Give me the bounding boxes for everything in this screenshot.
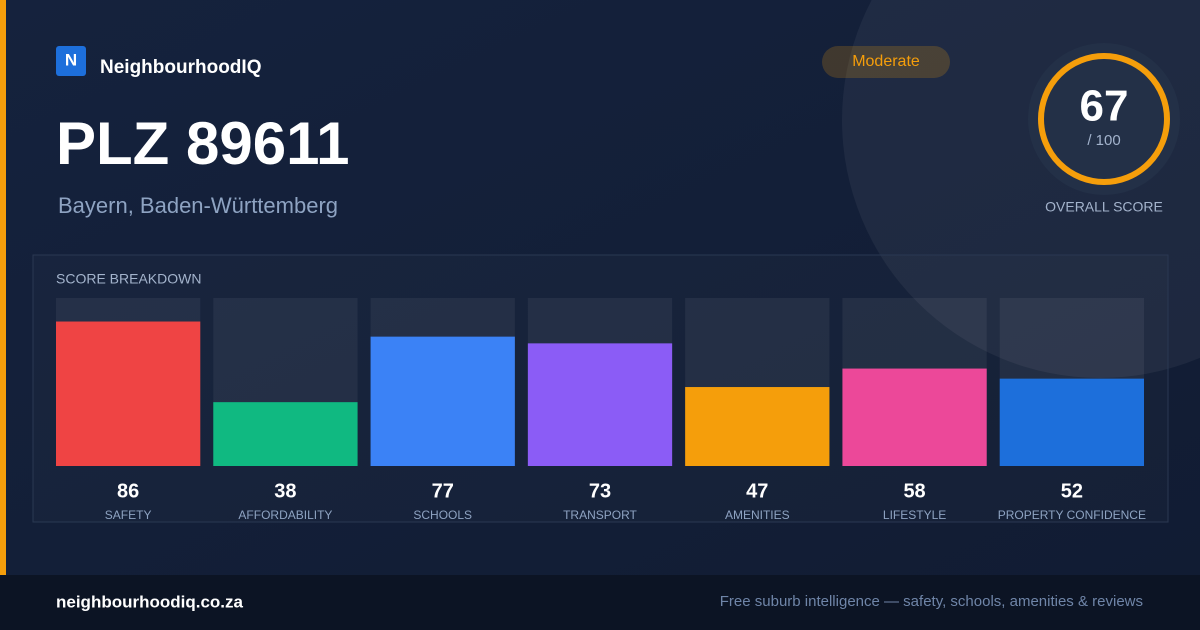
title: PLZ 89611 <box>56 110 350 177</box>
logo <box>56 46 86 76</box>
category-label: LIFESTYLE <box>883 508 946 522</box>
badge <box>822 46 950 78</box>
value-label: 47 <box>746 480 768 502</box>
category-label: TRANSPORT <box>563 508 637 522</box>
background <box>0 0 1200 575</box>
value-label: 77 <box>432 480 454 502</box>
bar <box>370 336 515 466</box>
bar <box>213 402 358 466</box>
chart-title: SCORE BREAKDOWN <box>56 271 201 287</box>
category-label: AMENITIES <box>725 508 790 522</box>
value-label: 73 <box>589 480 611 502</box>
bar <box>56 321 201 466</box>
footer-tagline: Free suburb intelligence — safety, schoo… <box>720 593 1143 610</box>
badge-text: Moderate <box>852 53 920 70</box>
score-ring <box>1038 53 1170 185</box>
bar <box>527 343 673 466</box>
bar <box>999 378 1144 466</box>
overall-label: OVERALL SCORE <box>1045 199 1163 215</box>
bar <box>842 368 987 466</box>
overall-score: 67 <box>1080 82 1129 131</box>
category-label: PROPERTY CONFIDENCE <box>998 508 1146 522</box>
value-label: 58 <box>903 480 925 502</box>
value-label: 86 <box>117 480 139 502</box>
value-label: 38 <box>274 480 296 502</box>
logo-letter: N <box>65 50 77 69</box>
subtitle: Bayern, Baden-Württemberg <box>58 193 338 218</box>
footer-url: neighbourhoodiq.co.za <box>56 592 244 611</box>
category-label: SCHOOLS <box>413 508 472 522</box>
category-label: SAFETY <box>105 508 152 522</box>
brand-name: NeighbourhoodIQ <box>100 57 261 78</box>
breakdown-panel <box>32 254 1169 523</box>
value-label: 52 <box>1061 480 1083 502</box>
score-ring-bg <box>1028 43 1180 195</box>
accent-stripe <box>0 0 6 575</box>
bar <box>685 387 830 466</box>
category-label: AFFORDABILITY <box>238 508 332 522</box>
overall-out-of: / 100 <box>1087 132 1120 149</box>
footer-bar <box>0 575 1200 630</box>
